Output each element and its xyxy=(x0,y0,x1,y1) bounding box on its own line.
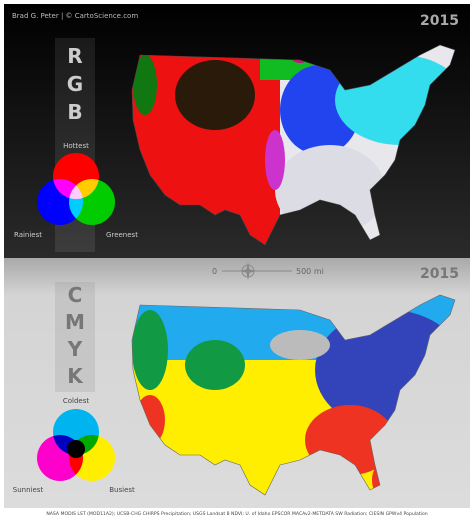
compass xyxy=(239,262,257,280)
cmyk-venn xyxy=(37,409,115,481)
panel-letter: K xyxy=(67,364,84,388)
panel-letter: B xyxy=(67,100,82,124)
panel-letter: M xyxy=(65,310,85,334)
year-label: 2015 xyxy=(420,266,459,282)
panel-letter: Y xyxy=(67,337,83,361)
legend-label: Greenest xyxy=(106,231,138,239)
source-note: NASA MODIS LST (MOD11A2); UCSB-CHG CHIRP… xyxy=(46,511,427,517)
panel-letter: R xyxy=(67,44,82,68)
legend-label: Sunniest xyxy=(13,486,44,494)
letter-band xyxy=(55,282,95,392)
scale-end: 500 mi xyxy=(296,267,324,276)
legend-label: Hottest xyxy=(63,142,89,150)
panel-letter: G xyxy=(67,72,83,96)
legend-label: Rainiest xyxy=(14,231,42,239)
legend-label: Busiest xyxy=(109,486,135,494)
panel-letter: C xyxy=(68,283,83,307)
author-credit: Brad G. Peter | © CartoScience.com xyxy=(12,12,138,20)
rgb-venn xyxy=(37,153,115,225)
scale-start: 0 xyxy=(212,267,217,276)
year-label: 2015 xyxy=(420,13,459,29)
legend-label: Coldest xyxy=(63,397,90,405)
